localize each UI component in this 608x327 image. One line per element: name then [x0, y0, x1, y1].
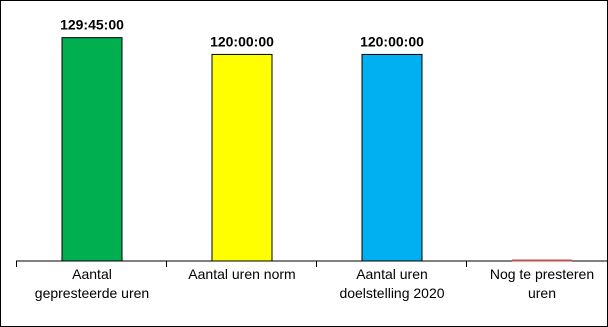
bar-2 [211, 53, 273, 262]
category-label-4: Nog te presteren uren [489, 266, 595, 301]
data-label-1: 129:45:00 [60, 17, 124, 33]
bar-3 [361, 53, 423, 262]
data-label-3: 120:00:00 [360, 33, 424, 49]
category-label-1: Aantal gepresteerde uren [34, 266, 150, 301]
data-label-2: 120:00:00 [210, 33, 274, 49]
category-label-3: Aantal uren doelstelling 2020 [339, 266, 445, 301]
bar-1 [61, 37, 123, 262]
category-label-2: Aantal uren norm [188, 266, 296, 282]
